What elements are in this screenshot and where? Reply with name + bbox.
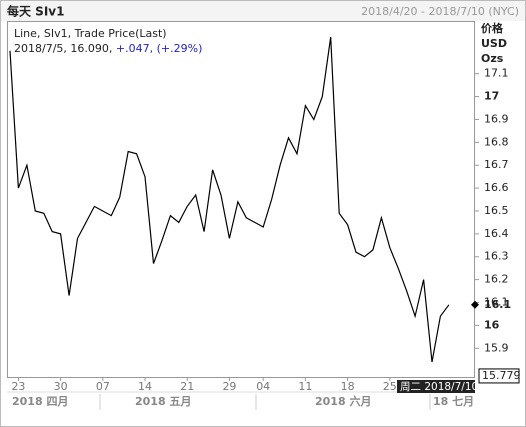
axis-header: USD: [481, 37, 507, 50]
date-range: 2018/4/20 - 2018/7/10 (NYC): [361, 5, 519, 18]
x-tick-label: 11: [298, 380, 312, 393]
crosshair-date-box: [397, 380, 475, 393]
month-label: 2018 六月: [315, 394, 371, 408]
y-tick-label: 16.2: [484, 273, 509, 286]
x-tick-label: 29: [222, 380, 236, 393]
x-tick-label: 14: [138, 380, 152, 393]
axis-header: 价格: [481, 21, 504, 35]
x-tick-label: 07: [96, 380, 110, 393]
x-tick-label: 30: [54, 380, 68, 393]
legend-pct: (+.29%): [157, 42, 203, 55]
crosshair-date: 周二 2018/7/10: [400, 381, 478, 393]
crosshair-value: 15.779: [482, 369, 521, 382]
price-line: [9, 37, 450, 363]
y-tick-label: 16.4: [484, 227, 509, 240]
axis-header: Ozs: [481, 52, 504, 65]
month-label: 18 七月: [433, 394, 474, 408]
x-tick-label: 25: [383, 380, 397, 393]
y-tick-label: 16.1: [484, 295, 509, 308]
y-tick-label: 17: [484, 90, 499, 103]
y-tick-label: 17.1: [484, 67, 509, 80]
x-tick-label: 21: [180, 380, 194, 393]
plot-area: [7, 21, 475, 378]
last-label: 16.1: [484, 298, 511, 311]
month-label: 2018 五月: [135, 395, 191, 408]
y-tick-label: 16.9: [484, 112, 509, 125]
y-tick-label: 16: [484, 318, 500, 331]
x-tick-label: 23: [11, 380, 25, 393]
x-tick-label: 04: [256, 380, 270, 393]
title: 每天 SIv1: [7, 4, 64, 19]
month-label: 2018 四月: [12, 395, 68, 408]
title-bar: [1, 1, 525, 21]
y-tick-label: 16.8: [484, 135, 509, 148]
crosshair-value-box: [478, 368, 520, 384]
last-marker: [471, 300, 479, 309]
legend-price: 16.090,: [70, 42, 112, 55]
legend-values: 2018/7/5, 16.090, +.047, (+.29%): [14, 42, 202, 55]
y-tick-label: 16.7: [484, 158, 509, 171]
legend-date: 2018/7/5,: [14, 42, 67, 55]
y-tick-label: 16.5: [484, 204, 509, 217]
legend-series: Line, SIv1, Trade Price(Last): [14, 27, 167, 40]
y-tick-label: 16.3: [484, 250, 509, 263]
y-tick-label: 16.6: [484, 181, 509, 194]
x-tick-label: 18: [341, 380, 355, 393]
y-tick-label: 15.9: [484, 341, 509, 354]
legend-change: +.047,: [116, 42, 153, 55]
